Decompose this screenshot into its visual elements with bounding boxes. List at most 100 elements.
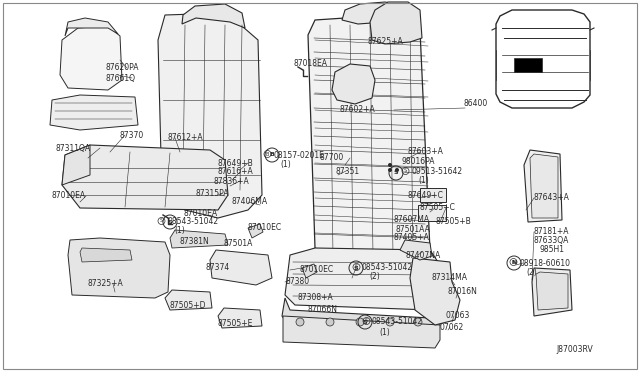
Text: 86400: 86400 [464,99,488,109]
Polygon shape [418,205,446,221]
Text: 07062: 07062 [440,323,464,331]
Circle shape [388,168,392,172]
Polygon shape [420,188,446,202]
Polygon shape [496,10,590,108]
Text: 985H1: 985H1 [540,246,565,254]
Text: 87181+A: 87181+A [534,228,570,237]
Circle shape [414,318,422,326]
Text: 87643+A: 87643+A [534,193,570,202]
Polygon shape [50,95,138,130]
Text: (1): (1) [379,327,390,337]
Text: S: S [394,170,398,176]
Text: 87700: 87700 [320,154,344,163]
Text: 87325+A: 87325+A [88,279,124,289]
Polygon shape [68,238,170,298]
Text: 87649+C: 87649+C [408,190,444,199]
Text: 87405+A: 87405+A [393,234,429,243]
Polygon shape [530,154,558,218]
Text: (2): (2) [526,267,537,276]
Polygon shape [342,2,415,25]
Polygon shape [158,14,262,218]
Text: 87381N: 87381N [179,237,209,246]
Text: 87010EA: 87010EA [52,192,86,201]
Polygon shape [410,258,460,325]
Text: 08918-60610: 08918-60610 [519,259,570,267]
Text: 87406MA: 87406MA [231,198,267,206]
Text: 87010EA: 87010EA [184,208,218,218]
Polygon shape [332,64,375,104]
Text: 87620PA: 87620PA [105,64,138,73]
Polygon shape [285,248,440,310]
Text: S: S [354,266,358,270]
Text: 87612+A: 87612+A [168,134,204,142]
Polygon shape [536,272,568,310]
Text: 87836+A: 87836+A [213,176,249,186]
Text: 87505+D: 87505+D [170,301,207,311]
Text: 09513-51642: 09513-51642 [411,167,462,176]
Text: (1): (1) [174,227,185,235]
Text: S: S [365,318,368,324]
Text: 87607MA: 87607MA [393,215,429,224]
Text: 08157-0201E: 08157-0201E [273,151,324,160]
Text: B: B [269,153,275,157]
Text: 08543-51042: 08543-51042 [167,218,218,227]
Polygon shape [400,240,432,260]
Text: 87501AA: 87501AA [396,224,431,234]
Text: 87380: 87380 [285,278,309,286]
Text: 87505+C: 87505+C [420,203,456,212]
Text: 87010EC: 87010EC [300,266,334,275]
Text: 87625+A: 87625+A [367,38,403,46]
Text: 07063: 07063 [445,311,469,321]
Text: S: S [160,218,163,224]
Text: (2): (2) [369,273,380,282]
Text: 87016N: 87016N [448,288,478,296]
Text: S: S [168,219,172,224]
Text: 87661Q: 87661Q [105,74,135,83]
Text: 87308+A: 87308+A [298,294,333,302]
Text: 87315PA: 87315PA [196,189,230,199]
Text: 87066N: 87066N [307,305,337,314]
Text: 87370: 87370 [120,131,144,140]
Text: N: N [511,260,516,266]
Text: 87501A: 87501A [224,240,253,248]
Text: 87602+A: 87602+A [340,106,376,115]
Polygon shape [308,18,430,265]
Circle shape [356,318,364,326]
Polygon shape [182,4,245,28]
Text: S: S [363,320,367,324]
Polygon shape [62,145,228,210]
Text: 98016PA: 98016PA [402,157,435,166]
Text: N: N [511,260,515,264]
Text: (1): (1) [418,176,429,186]
Polygon shape [210,250,272,285]
Circle shape [386,318,394,326]
Bar [514,58,542,72]
Polygon shape [302,264,317,278]
Circle shape [388,163,392,167]
Text: 87407NA: 87407NA [406,250,441,260]
Polygon shape [282,298,440,336]
Polygon shape [532,268,572,316]
Text: S: S [404,169,407,173]
Text: (1): (1) [280,160,291,169]
Polygon shape [283,316,440,348]
Text: S: S [355,264,358,269]
Polygon shape [62,145,90,185]
Text: 87018EA: 87018EA [293,58,327,67]
Text: J87003RV: J87003RV [556,346,593,355]
Text: 87010EC: 87010EC [248,224,282,232]
Text: 87314MA: 87314MA [432,273,468,282]
Polygon shape [524,150,562,222]
Polygon shape [65,18,118,36]
Polygon shape [370,2,422,44]
Polygon shape [218,308,262,328]
Text: 87351: 87351 [336,167,360,176]
Text: 87649+B: 87649+B [218,158,253,167]
Text: 87633QA: 87633QA [534,237,570,246]
Text: 87311QA: 87311QA [55,144,90,153]
Polygon shape [60,26,122,90]
Circle shape [296,318,304,326]
Circle shape [395,168,399,172]
Text: 87505+B: 87505+B [436,218,472,227]
Polygon shape [165,290,212,310]
